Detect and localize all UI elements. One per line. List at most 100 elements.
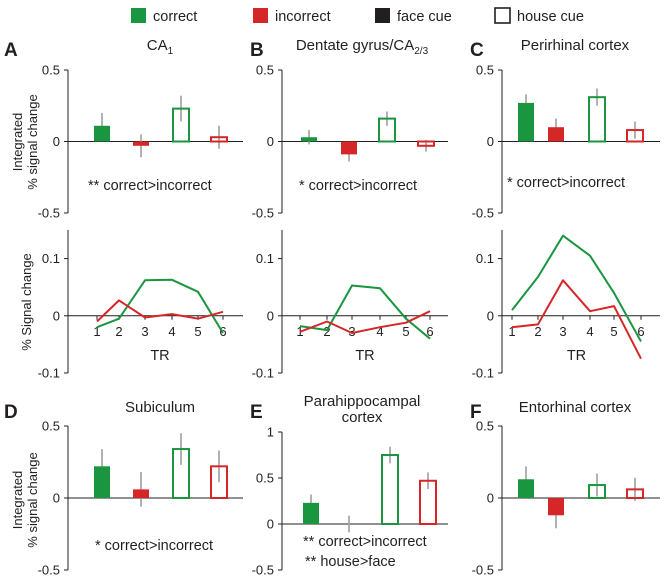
y-tick-label-A: 0 bbox=[53, 134, 60, 149]
legend-label-face-cue: face cue bbox=[397, 9, 452, 25]
bar-E-correct-face-cue bbox=[303, 502, 319, 524]
y-tick-label-F: 0 bbox=[487, 491, 494, 506]
panel-title-A: CA1 bbox=[147, 37, 174, 57]
bar-C-incorrect-face-cue bbox=[548, 127, 564, 142]
x-tick-label-A-time: 3 bbox=[141, 324, 148, 339]
y-tick-label-B-time: 0.1 bbox=[256, 251, 274, 266]
legend-swatch-correct bbox=[131, 8, 146, 23]
y-tick-label-D: 0 bbox=[53, 491, 60, 506]
y-tick-label-B: -0.5 bbox=[252, 206, 274, 221]
y-tick-label-E: 1 bbox=[267, 425, 274, 440]
y-axis-label-timecourse: % Signal change bbox=[19, 253, 34, 351]
bar-D-correct-face-cue bbox=[94, 466, 110, 498]
y-tick-label-F: 0.5 bbox=[476, 419, 494, 434]
bar-F-correct-face-cue bbox=[518, 479, 534, 498]
y-tick-label-A: 0.5 bbox=[42, 63, 60, 78]
y-tick-label-E: 0 bbox=[267, 517, 274, 532]
y-tick-label-C: 0 bbox=[487, 134, 494, 149]
bar-E-correct-house-cue bbox=[381, 454, 399, 525]
panel-F: F Entorhinal cortex 0.5 0 -0.5 bbox=[470, 399, 660, 576]
panel-title-E: cortex bbox=[342, 409, 383, 426]
panel-letter-F: F bbox=[470, 402, 482, 423]
panel-A-time: 0.10-0.11 2 3 4 5 6TR bbox=[38, 230, 243, 381]
y-tick-label-E: 0.5 bbox=[256, 471, 274, 486]
panel-letter-D: D bbox=[4, 402, 18, 423]
bar-C-incorrect-house-cue bbox=[626, 129, 644, 143]
y-axis-label-bars-top-line: Integrated bbox=[10, 113, 25, 172]
panel-title-B-subscript: 2/3 bbox=[414, 46, 428, 57]
bar-A-correct-house-cue bbox=[172, 107, 190, 143]
panels: A CA1 0.5 0 -0.5 ** correct>incorrect B Dentate… bbox=[4, 37, 660, 576]
x-tick-label-C-time: 2 bbox=[534, 324, 541, 339]
annotation-E: ** correct>incorrect bbox=[303, 534, 427, 550]
annotation-D: * correct>incorrect bbox=[95, 538, 213, 554]
legend: correct incorrect face cue house cue bbox=[131, 7, 584, 25]
y-tick-label-F: -0.5 bbox=[472, 563, 494, 576]
x-tick-label-B-time: 4 bbox=[376, 324, 383, 339]
series-line-incorrect-B-time bbox=[299, 310, 431, 334]
series-line-incorrect-A-time bbox=[96, 299, 224, 323]
x-tick-label-C-time: 6 bbox=[637, 324, 644, 339]
series-line-correct-C-time bbox=[511, 234, 642, 342]
y-axis-labels: Integrated% signal change% Signal change… bbox=[10, 94, 40, 547]
panel-title-B-main: Dentate gyrus/CA bbox=[296, 37, 414, 54]
panel-title-D: Subiculum bbox=[125, 399, 195, 416]
series-line-correct-A-time bbox=[96, 278, 224, 334]
bar-D-incorrect-face-cue bbox=[133, 489, 149, 498]
bar-B-correct-face-cue bbox=[301, 137, 317, 142]
y-tick-label-D: 0.5 bbox=[42, 419, 60, 434]
y-tick-label-B: 0 bbox=[267, 134, 274, 149]
bar-C-correct-house-cue bbox=[588, 96, 606, 143]
bar-F-incorrect-house-cue bbox=[626, 488, 644, 499]
annotation-E: ** house>face bbox=[305, 554, 396, 570]
y-tick-label-A-time: 0.1 bbox=[42, 251, 60, 266]
panel-letter-A: A bbox=[4, 40, 18, 61]
bar-C-correct-face-cue bbox=[518, 102, 534, 142]
x-axis-label-B-time: TR bbox=[355, 348, 374, 364]
y-tick-label-C: -0.5 bbox=[472, 206, 494, 221]
panel-letter-E: E bbox=[250, 402, 263, 423]
x-tick-label-A-time: 2 bbox=[115, 324, 122, 339]
y-tick-label-D: -0.5 bbox=[38, 563, 60, 576]
y-tick-label-A-time: -0.1 bbox=[38, 366, 60, 381]
x-tick-label-B-time: 6 bbox=[426, 324, 433, 339]
annotation-A: ** correct>incorrect bbox=[88, 178, 212, 194]
y-axis-label-timecourse-line: % Signal change bbox=[19, 253, 34, 351]
x-tick-label-A-time: 1 bbox=[93, 324, 100, 339]
x-tick-label-A-time: 4 bbox=[168, 324, 175, 339]
bar-A-incorrect-house-cue bbox=[210, 136, 228, 143]
x-axis-label-C-time: TR bbox=[567, 348, 586, 364]
y-tick-label-A: -0.5 bbox=[38, 206, 60, 221]
y-axis-label-bars-top: Integrated% signal change bbox=[10, 94, 40, 189]
legend-label-house-cue: house cue bbox=[517, 9, 584, 25]
panel-B-time: 0.10-0.11 2 3 4 5 6TR bbox=[252, 230, 448, 381]
x-tick-label-B-time: 5 bbox=[402, 324, 409, 339]
y-axis-label-bars-bottom-line: Integrated bbox=[10, 471, 25, 530]
legend-swatch-house-cue bbox=[494, 7, 511, 24]
bar-B-incorrect-face-cue bbox=[341, 141, 357, 155]
y-axis-label-bars-top-line: % signal change bbox=[25, 94, 40, 189]
x-axis-label-A-time: TR bbox=[150, 348, 169, 364]
x-tick-label-C-time: 1 bbox=[508, 324, 515, 339]
bar-A-correct-face-cue bbox=[94, 125, 110, 142]
x-tick-label-C-time: 5 bbox=[610, 324, 617, 339]
y-tick-label-C-time: 0 bbox=[487, 308, 494, 323]
panel-title-B: Dentate gyrus/CA2/3 bbox=[296, 37, 429, 57]
series-line-incorrect-C-time bbox=[511, 279, 642, 360]
legend-swatch-face-cue bbox=[375, 8, 390, 23]
panel-letter-C: C bbox=[470, 40, 484, 61]
bar-D-correct-house-cue bbox=[172, 448, 190, 500]
x-tick-label-C-time: 4 bbox=[586, 324, 593, 339]
y-tick-label-A-time: 0 bbox=[53, 308, 60, 323]
series-line-correct-B-time bbox=[299, 284, 431, 340]
legend-label-correct: correct bbox=[153, 9, 197, 25]
panel-title-C: Perirhinal cortex bbox=[521, 37, 630, 54]
panel-letter-B: B bbox=[250, 40, 264, 61]
y-tick-label-B-time: 0 bbox=[267, 308, 274, 323]
panel-D: D Subiculum 0.5 0 -0.5 * correct>incorrect bbox=[4, 399, 243, 576]
bar-B-correct-house-cue bbox=[378, 117, 396, 143]
y-axis-label-bars-bottom-line: % signal change bbox=[25, 452, 40, 547]
annotation-C: * correct>incorrect bbox=[507, 175, 625, 191]
